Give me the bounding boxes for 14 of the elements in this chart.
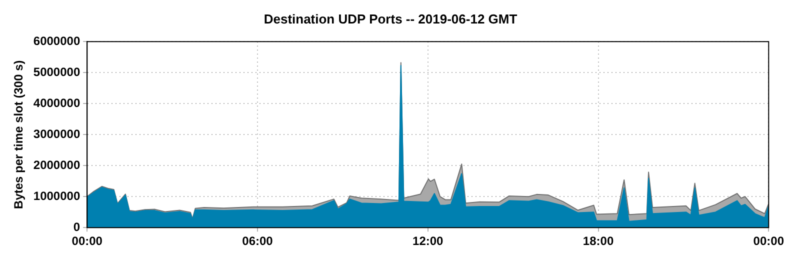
y-tick-label: 5000000: [33, 64, 80, 79]
x-tick-label: 12:00: [412, 234, 444, 248]
x-tick-label: 18:00: [582, 234, 614, 248]
x-tick-label: 06:00: [242, 234, 274, 248]
y-tick-label: 3000000: [33, 126, 80, 141]
chart-title: Destination UDP Ports -- 2019-06-12 GMT: [264, 11, 518, 26]
x-tick-label: 00:00: [753, 234, 784, 248]
y-tick-label: 2000000: [33, 158, 80, 172]
y-tick-label: 6000000: [33, 34, 80, 48]
y-tick-label: 0: [73, 220, 80, 234]
y-tick-label: 4000000: [33, 96, 80, 110]
y-axis-title: Bytes per time slot (300 s): [12, 60, 26, 209]
x-tick-label: 00:00: [72, 234, 103, 248]
y-tick-label: 1000000: [33, 188, 80, 203]
